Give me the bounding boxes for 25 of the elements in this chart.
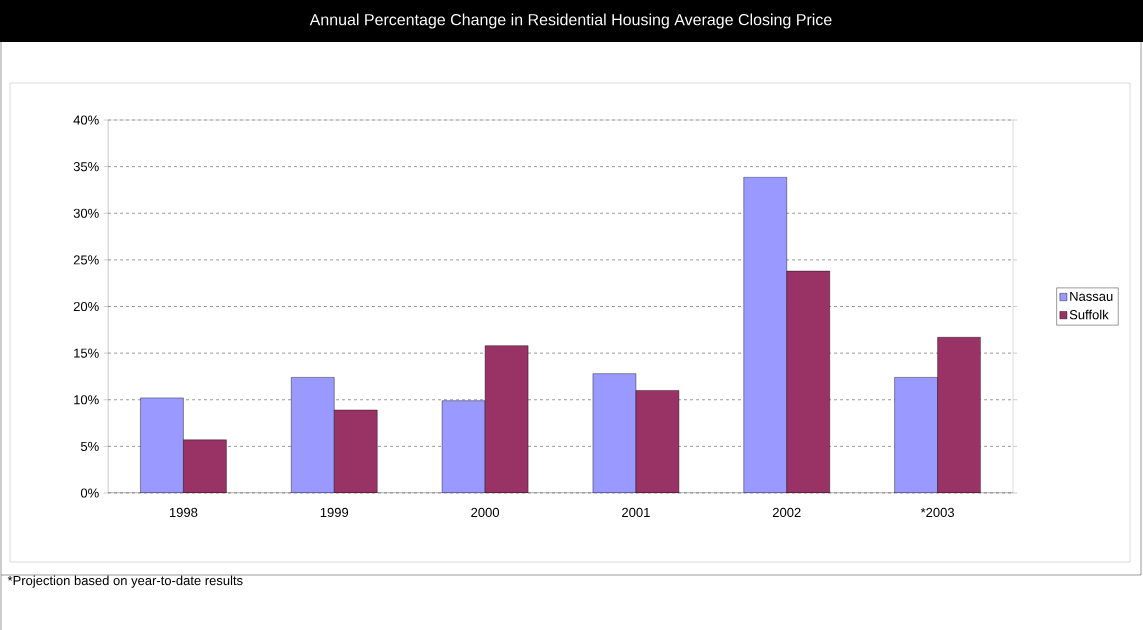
y-tick-label: 5% (80, 441, 99, 451)
y-tick-label: 35% (73, 161, 99, 172)
bar (635, 390, 679, 493)
legend-label: Nassau (1070, 291, 1113, 301)
y-tick-label: 30% (73, 208, 99, 218)
x-tick-label: 2002 (772, 507, 801, 517)
x-tick-label: 2001 (622, 507, 650, 517)
bar (937, 336, 981, 493)
y-tick-label: 15% (74, 348, 99, 358)
legend-label: Suffolk (1069, 309, 1109, 320)
bar (485, 345, 529, 493)
y-tick-label: 40% (73, 115, 99, 125)
x-tick-label: 1998 (169, 507, 198, 517)
x-tick-label: 2000 (471, 507, 500, 517)
y-tick-label: 20% (73, 301, 99, 312)
y-tick-label: 10% (74, 395, 99, 405)
x-tick-label: 1999 (320, 507, 349, 517)
bar (786, 270, 830, 493)
y-tick-label: 0% (80, 488, 99, 498)
bar (334, 409, 378, 493)
chart-title: Annual Percentage Change in Residential Housing Average Closing Price (309, 13, 832, 29)
text: *Projection based on year-to-date results (7, 575, 243, 588)
x-tick-label: *2003 (920, 507, 955, 517)
y-tick-label: 25% (73, 255, 99, 265)
bar (183, 439, 227, 493)
